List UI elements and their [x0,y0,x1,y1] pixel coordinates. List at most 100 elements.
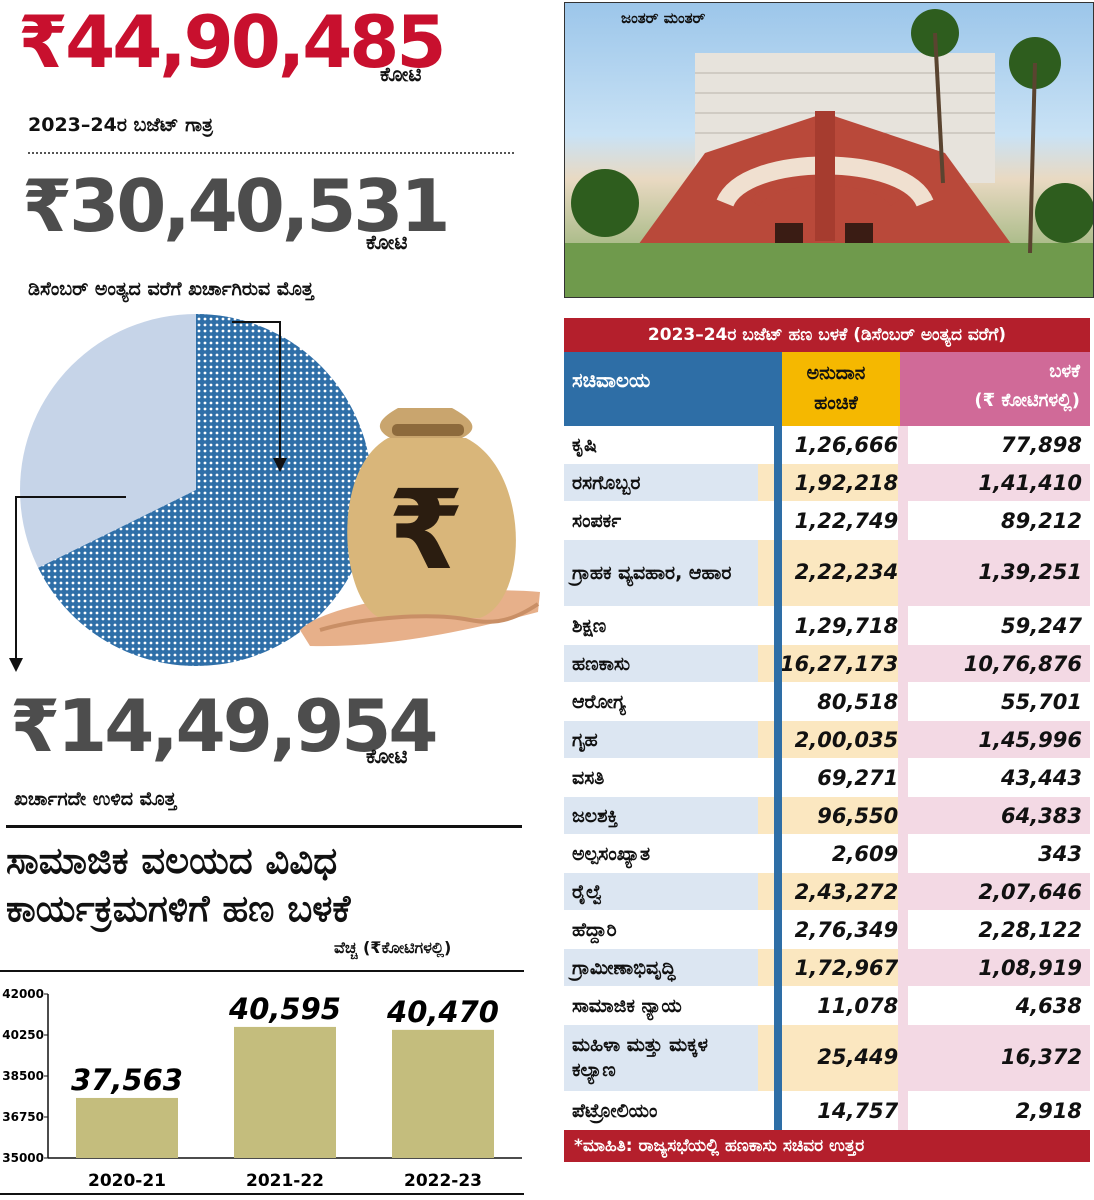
y-tick-label: 36750 [2,1110,44,1124]
table-row: ರೈಲ್ವೆ 2,43,272 2,07,646 [564,872,1090,911]
used-value: 1,08,919 [906,948,1090,987]
y-tick-label: 42000 [2,987,44,1001]
ministry-name: ಹಣಕಾಸು [564,644,759,683]
ministry-name: ಜಲಶಕ್ತಿ [564,796,759,835]
used-value: 1,41,410 [906,463,1090,502]
grant-value: 1,72,967 [758,948,907,987]
used-value: 16,372 [906,1024,1090,1092]
jantar-mantar-photo: ಜಂತರ್ ಮಂತರ್ [564,2,1094,298]
table-row: ಹೆದ್ದಾರಿ 2,76,349 2,28,122 [564,910,1090,949]
remaining-arrow [15,496,126,662]
grant-value: 96,550 [758,796,907,835]
ministry-name: ಆರೋಗ್ಯ [564,682,759,721]
table-row: ಗ್ರಾಹಕ ವ್ಯವಹಾರ, ಆಹಾರ 2,22,234 1,39,251 [564,539,1090,607]
grant-value: 1,29,718 [758,606,907,645]
budget-usage-table: 2023–24ರ ಬಜೆಟ್ ಹಣ ಬಳಕೆ (ಡಿಸೆಂಬರ್ ಅಂತ್ಯದ … [564,318,1090,1162]
table-source: *ಮಾಹಿತಿ: ರಾಜ್ಯಸಭೆಯಲ್ಲಿ ಹಣಕಾಸು ಸಚಿವರ ಉತ್ತ… [564,1130,1090,1162]
divider [28,152,514,154]
grant-value: 11,078 [758,986,907,1025]
grant-value: 1,22,749 [758,501,907,540]
col-header-grant-line2: ಹಂಚಿಕೆ [814,392,858,415]
grant-value: 1,92,218 [758,463,907,502]
table-row: ಹಣಕಾಸು 16,27,173 10,76,876 [564,644,1090,683]
spent-amount: ₹30,40,531 [22,164,450,248]
used-value: 1,45,996 [906,720,1090,759]
bar-2020-21 [76,1097,178,1158]
ministry-name: ಸಾಮಾಜಿಕ ನ್ಯಾಯ [564,986,759,1025]
table-row: ರಸಗೊಬ್ಬರ 1,92,218 1,41,410 [564,463,1090,502]
col-header-used-line1: ಬಳಕೆ [1049,361,1080,382]
pie-graphic: ₹ [9,314,540,672]
table-row: ಮಹಿಳಾ ಮತ್ತು ಮಕ್ಕಳ ಕಲ್ಯಾಣ 25,449 16,372 [564,1024,1090,1092]
grant-value: 2,43,272 [758,872,907,911]
ministry-name: ರೈಲ್ವೆ [564,872,759,911]
used-value: 64,383 [906,796,1090,835]
ministry-name: ರಸಗೊಬ್ಬರ [564,463,759,502]
used-value: 2,918 [906,1091,1090,1130]
chart-unit-label: ವೆಚ್ಚ (₹ಕೋಟಿಗಳಲ್ಲಿ) [334,938,452,957]
bar-2021-22 [234,1026,336,1158]
grant-value: 1,26,666 [758,426,907,464]
table-row: ಗ್ರಾಮೀಣಾಭಿವೃದ್ಧಿ 1,72,967 1,08,919 [564,948,1090,987]
x-category-label: 2022-23 [404,1171,482,1191]
ministry-name: ವಸತಿ [564,758,759,797]
bar-2022-23 [392,1029,494,1158]
social-title-line1: ಸಾಮಾಜಿಕ ವಲಯದ ವಿವಿಧ [6,839,338,882]
grant-value: 25,449 [758,1024,907,1092]
table-row: ಅಲ್ಪಸಂಖ್ಯಾತ 2,609 343 [564,834,1090,873]
ministry-name: ಪೆಟ್ರೋಲಿಯಂ [564,1091,759,1130]
ministry-name: ಸಂಪರ್ಕ [564,501,759,540]
y-tick-label: 40250 [2,1028,44,1042]
ministry-name: ಗ್ರಾಮೀಣಾಭಿವೃದ್ಧಿ [564,948,759,987]
col-header-ministry: ಸಚಿವಾಲಯ [564,352,774,426]
used-value: 10,76,876 [906,644,1090,683]
grant-value: 2,22,234 [758,539,907,607]
table-row: ಸಂಪರ್ಕ 1,22,749 89,212 [564,501,1090,540]
used-value: 77,898 [906,426,1090,464]
budget-caption: 2023–24ರ ಬಜೆಟ್ ಗಾತ್ರ [28,114,213,136]
photo-label: ಜಂತರ್ ಮಂತರ್ [621,9,706,27]
table-row: ವಸತಿ 69,271 43,443 [564,758,1090,797]
grant-value: 69,271 [758,758,907,797]
used-value: 4,638 [906,986,1090,1025]
used-value: 1,39,251 [906,539,1090,607]
used-value: 89,212 [906,501,1090,540]
bar-chart: 37,5632020-2140,5952021-2240,4702022-23 … [0,987,524,1195]
table-row: ಆರೋಗ್ಯ 80,518 55,701 [564,682,1090,721]
bar-value-label: 40,470 [386,995,499,1029]
x-category-label: 2021-22 [246,1171,324,1191]
money-bag-icon: ₹ [300,408,540,647]
section-rule [6,825,522,828]
ministry-name: ಮಹಿಳಾ ಮತ್ತು ಮಕ್ಕಳ ಕಲ್ಯಾಣ [564,1024,759,1092]
y-tick-label: 38500 [2,1069,44,1083]
ministry-name: ಹೆದ್ದಾರಿ [564,910,759,949]
table-row: ಸಾಮಾಜಿಕ ನ್ಯಾಯ 11,078 4,638 [564,986,1090,1025]
used-value: 59,247 [906,606,1090,645]
ministry-name: ಗ್ರಾಹಕ ವ್ಯವಹಾರ, ಆಹಾರ [564,539,759,607]
col-header-grant-line1: ಅನುದಾನ [806,362,866,384]
bar-value-label: 40,595 [228,992,341,1026]
ministry-table: ಕೃಷಿ 1,26,666 77,898 ರಸಗೊಬ್ಬರ 1,92,218 1,41,4… [564,426,1090,1130]
spent-caption: ಡಿಸೆಂಬರ್ ಅಂತ್ಯದ ವರೆಗೆ ಖರ್ಚಾಗಿರುವ ಮೊತ್ತ [28,278,314,300]
col-header-used: ಬಳಕೆ (₹ ಕೋಟಿಗಳಲ್ಲಿ) [900,352,1090,426]
remaining-caption: ಖರ್ಚಾಗದೇ ಉಳಿದ ಮೊತ್ತ [14,788,177,810]
col-header-grant: ಅನುದಾನ ಹಂಚಿಕೆ [782,352,890,426]
table-row: ಜಲಶಕ್ತಿ 96,550 64,383 [564,796,1090,835]
grant-value: 16,27,173 [758,644,907,683]
budget-unit: ಕೋಟಿ [380,62,422,86]
spent-arrow [232,321,281,462]
table-row: ಪೆಟ್ರೋಲಿಯಂ 14,757 2,918 [564,1091,1090,1130]
table-row: ಗೃಹ 2,00,035 1,45,996 [564,720,1090,759]
table-row: ಶಿಕ್ಷಣ 1,29,718 59,247 [564,606,1090,645]
grant-value: 2,00,035 [758,720,907,759]
grant-value: 80,518 [758,682,907,721]
y-tick-label: 35000 [2,1151,44,1165]
table-title: 2023–24ರ ಬಜೆಟ್ ಹಣ ಬಳಕೆ (ಡಿಸೆಂಬರ್ ಅಂತ್ಯದ … [564,318,1090,352]
svg-text:₹: ₹ [388,466,465,594]
used-value: 343 [906,834,1090,873]
ministry-name: ಶಿಕ್ಷಣ [564,606,759,645]
remaining-unit: ಕೋಟಿ [366,744,408,768]
budget-amount: ₹44,90,485 [18,0,446,84]
ministry-name: ಅಲ್ಪಸಂಖ್ಯಾತ [564,834,759,873]
x-category-label: 2020-21 [88,1171,166,1191]
